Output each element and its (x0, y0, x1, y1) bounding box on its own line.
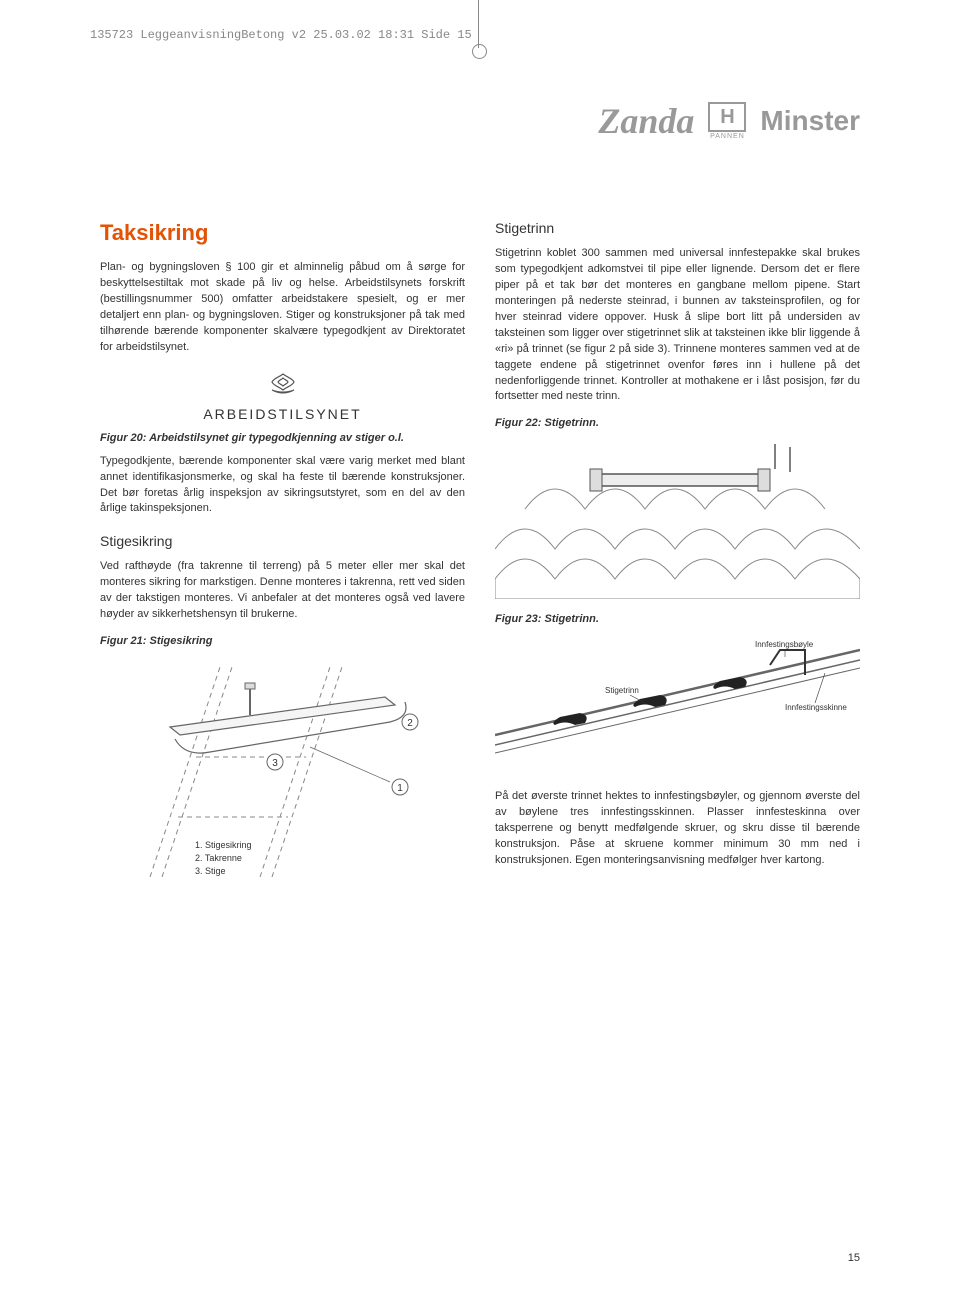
arbeidstilsynet-icon (100, 372, 465, 404)
content-columns: Taksikring Plan- og bygningsloven § 100 … (100, 220, 860, 891)
h-pannen-sub: PANNEN (710, 133, 745, 140)
figure-22 (495, 439, 860, 599)
logo-group: Zanda H PANNEN Minster (598, 100, 860, 142)
figure-20-caption: Figur 20: Arbeidstilsynet gir typegodkje… (100, 432, 465, 444)
svg-text:2: 2 (407, 718, 413, 729)
minster-logo: Minster (760, 105, 860, 137)
stigesikring-heading: Stigesikring (100, 533, 465, 549)
left-column: Taksikring Plan- og bygningsloven § 100 … (100, 220, 465, 891)
svg-text:1: 1 (397, 783, 403, 794)
figure-21: 2 1 3 1. Stigesikring 2. Takrenne 3. Sti… (100, 657, 465, 877)
figure-21-legend: 1. Stigesikring 2. Takrenne 3. Stige (195, 839, 252, 877)
crop-mark (478, 0, 479, 48)
right-paragraph-2: På det øverste trinnet hektes to innfest… (495, 789, 860, 869)
left-paragraph-3: Ved rafthøyde (fra takrenne til terreng)… (100, 559, 465, 623)
left-paragraph-1: Plan- og bygningsloven § 100 gir et almi… (100, 260, 465, 356)
figure-22-caption: Figur 22: Stigetrinn. (495, 417, 860, 429)
page-number: 15 (848, 1252, 860, 1264)
svg-text:Innfestingsbøyle: Innfestingsbøyle (755, 640, 814, 649)
print-header: 135723 LeggeanvisningBetong v2 25.03.02 … (90, 28, 472, 42)
arbeidstilsynet-label: ARBEIDSTILSYNET (100, 406, 465, 422)
right-paragraph-1: Stigetrinn koblet 300 sammen med univers… (495, 246, 860, 405)
page-title: Taksikring (100, 220, 465, 246)
legend-item-1: 1. Stigesikring (195, 839, 252, 852)
svg-text:3: 3 (272, 758, 278, 769)
zanda-logo: Zanda (598, 100, 694, 142)
h-pannen-logo: H PANNEN (708, 102, 746, 140)
h-pannen-box: H (708, 102, 746, 132)
left-paragraph-2: Typegodkjente, bærende komponenter skal … (100, 454, 465, 518)
figure-23-caption: Figur 23: Stigetrinn. (495, 613, 860, 625)
svg-text:Innfestingsskinne: Innfestingsskinne (785, 703, 847, 712)
svg-text:Stigetrinn: Stigetrinn (605, 686, 639, 695)
stigetrinn-heading: Stigetrinn (495, 220, 860, 236)
figure-23: Stigetrinn Innfestingsbøyle Innfestingss… (495, 635, 860, 775)
right-column: Stigetrinn Stigetrinn koblet 300 sammen … (495, 220, 860, 891)
arbeidstilsynet-logo: ARBEIDSTILSYNET (100, 372, 465, 422)
legend-item-2: 2. Takrenne (195, 852, 252, 865)
figure-21-caption: Figur 21: Stigesikring (100, 635, 465, 647)
legend-item-3: 3. Stige (195, 865, 252, 878)
